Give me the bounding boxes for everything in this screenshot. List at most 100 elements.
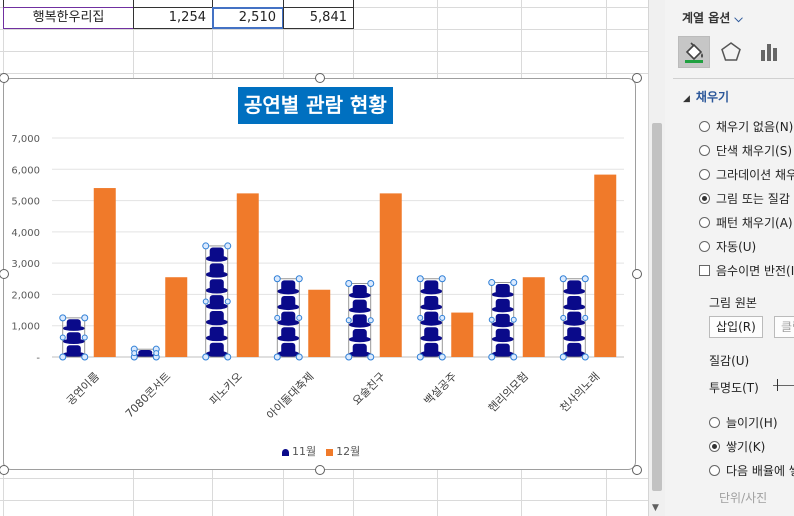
bar-handle <box>559 275 567 283</box>
scroll-down-icon[interactable]: ▼ <box>652 503 659 513</box>
chart-resize-handle[interactable] <box>632 465 642 475</box>
legend-swatch-dec <box>326 448 334 456</box>
chart-resize-handle[interactable] <box>0 465 9 475</box>
transparency-slider[interactable] <box>773 385 794 386</box>
chart-resize-handle[interactable] <box>0 269 9 279</box>
bar-handle <box>417 314 424 321</box>
radio-stack[interactable]: 쌓기(K) <box>709 438 765 455</box>
radio-solid-fill[interactable]: 단색 채우기(S) <box>699 142 792 159</box>
radio-button-no-fill[interactable] <box>699 121 710 132</box>
pane-title-label: 계열 옵션 <box>682 11 731 25</box>
series-options-dropdown[interactable]: 계열 옵션 ⌵ <box>682 9 743 26</box>
top-hat-icon <box>348 343 371 357</box>
bar-dec <box>522 277 545 357</box>
bar-handle <box>345 353 353 361</box>
radio-label-stack: 쌓기(K) <box>726 440 766 454</box>
radio-button-pattern-fill[interactable] <box>699 217 710 228</box>
hat-brim <box>563 303 586 311</box>
radio-button-automatic[interactable] <box>699 241 710 252</box>
tab-series-options[interactable] <box>753 36 785 68</box>
radio-stack-scale[interactable]: 다음 배율에 쌓기(W) <box>709 462 794 479</box>
table-cell-value-3[interactable]: 5,841 <box>283 7 354 29</box>
chart-resize-handle[interactable] <box>315 465 325 475</box>
hat-brim <box>420 319 443 326</box>
radio-gradient-fill[interactable]: 그라데이션 채우기(G) <box>699 166 794 183</box>
radio-no-fill[interactable]: 채우기 없음(N) <box>699 118 793 135</box>
fill-section-header[interactable]: ◢ 채우기 <box>683 88 729 105</box>
insert-picture-button[interactable]: 삽입(R) <box>709 316 763 338</box>
table-cell-value-2[interactable]: 2,510 <box>212 7 284 29</box>
legend-swatch-nov <box>282 448 289 456</box>
top-hat-icon <box>62 319 85 331</box>
hat-brim <box>491 351 514 357</box>
bar-dec <box>594 174 617 357</box>
radio-automatic[interactable]: 자동(U) <box>699 238 756 255</box>
bar-handle <box>202 353 210 361</box>
x-category-label: 백설공주 <box>422 370 460 408</box>
picture-source-label: 그림 원본 <box>709 296 757 310</box>
legend-item-nov: 11월 <box>282 443 316 459</box>
bar-handle <box>510 353 518 361</box>
y-tick-label: - <box>36 353 40 364</box>
top-hat-icon <box>348 329 371 343</box>
bar-handle <box>296 314 303 321</box>
chart-resize-handle[interactable] <box>632 269 642 279</box>
bar-handle <box>367 353 375 361</box>
bar-dec <box>165 277 188 357</box>
bar-dec <box>93 188 116 357</box>
bar-handle <box>131 350 138 357</box>
radio-button-stack-scale[interactable] <box>709 465 720 476</box>
scrollbar-thumb[interactable] <box>652 123 662 491</box>
radio-label-automatic: 자동(U) <box>716 240 757 254</box>
top-hat-icon <box>563 295 586 311</box>
radio-button-stretch[interactable] <box>709 417 720 428</box>
top-hat-icon <box>563 327 586 342</box>
transparency-slider-knob[interactable] <box>777 379 778 391</box>
bar-handle <box>581 353 589 361</box>
bar-handle <box>367 317 374 324</box>
bar-dec <box>236 193 259 357</box>
x-category-label: 아이돌대축제 <box>264 370 316 422</box>
vertical-scrollbar[interactable]: ▼ <box>648 0 665 516</box>
chart-resize-handle[interactable] <box>0 73 9 83</box>
radio-picture-fill[interactable]: 그림 또는 질감 채우기(P) <box>699 190 794 207</box>
radio-button-gradient-fill[interactable] <box>699 169 710 180</box>
paint-bucket-icon <box>685 42 703 63</box>
table-cell-value-1[interactable]: 1,254 <box>133 7 213 29</box>
tab-fill-line[interactable] <box>678 36 710 68</box>
top-hat-icon <box>62 345 85 357</box>
radio-pattern-fill[interactable]: 패턴 채우기(A) <box>699 214 793 231</box>
radio-button-picture-fill[interactable] <box>699 193 710 204</box>
top-hat-icon <box>348 299 371 313</box>
x-category-label: 요술친구 <box>350 370 388 408</box>
hat-brim <box>348 336 371 343</box>
legend-label-nov: 11월 <box>292 445 317 458</box>
chart-resize-handle[interactable] <box>315 73 325 83</box>
chart-area[interactable]: 공연별 관람 현황 - 1,000 2,000 3,000 4,000 5,000 6,00… <box>3 78 636 470</box>
bar-handle <box>224 298 231 305</box>
hat-brim <box>491 336 514 343</box>
y-tick-label: 5,000 <box>11 197 40 208</box>
texture-label[interactable]: 질감(U) <box>709 354 750 368</box>
chart-resize-handle[interactable] <box>632 73 642 83</box>
chart-title[interactable]: 공연별 관람 현황 <box>238 87 393 124</box>
bar-handle <box>81 334 88 341</box>
radio-button-stack[interactable] <box>709 441 720 452</box>
checkbox-box-invert-negative[interactable] <box>699 265 710 276</box>
bar-handle <box>416 353 424 361</box>
chart-legend[interactable]: 11월 12월 <box>282 443 360 459</box>
chart-plot[interactable]: - 1,000 2,000 3,000 4,000 5,000 6,000 7,000 공연이름… <box>4 79 635 469</box>
hat-brim <box>205 255 228 262</box>
legend-label-dec: 12월 <box>336 445 361 458</box>
tab-effects[interactable] <box>715 36 747 68</box>
top-hat-icon <box>491 328 514 343</box>
table-cell-name[interactable]: 행복한우리집 <box>3 7 134 29</box>
pane-divider <box>673 78 794 79</box>
checkbox-invert-negative[interactable]: 음수이면 반전(I) <box>699 262 794 279</box>
hat-brim <box>205 303 228 310</box>
bar-handle <box>581 275 589 283</box>
radio-button-solid-fill[interactable] <box>699 145 710 156</box>
clipboard-button[interactable]: 클립보드(C) <box>774 316 794 338</box>
radio-stretch[interactable]: 늘이기(H) <box>709 414 778 431</box>
top-hat-icon <box>420 342 443 357</box>
